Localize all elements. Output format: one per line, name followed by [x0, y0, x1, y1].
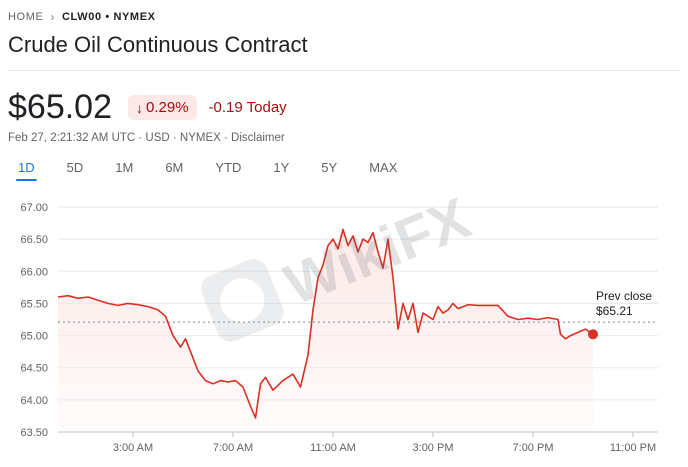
change-today: -0.19 Today: [208, 99, 287, 116]
page-title: Crude Oil Continuous Contract: [8, 32, 308, 57]
y-tick-label: 67.00: [20, 202, 48, 214]
breadcrumb-home[interactable]: HOME: [8, 11, 44, 23]
tab-1m[interactable]: 1M: [115, 160, 134, 175]
y-tick-label: 66.50: [20, 234, 48, 246]
prev-close-label: Prev close: [596, 289, 652, 303]
y-tick-label: 66.00: [20, 266, 48, 278]
tab-5y[interactable]: 5Y: [321, 160, 338, 175]
tab-5d[interactable]: 5D: [66, 160, 84, 175]
y-tick-label: 65.00: [20, 331, 48, 343]
price-line: [57, 228, 594, 419]
y-tick-label: 64.00: [20, 395, 48, 407]
y-tick-label: 63.50: [20, 427, 48, 439]
y-tick-label: 64.50: [20, 363, 48, 375]
chevron-right-icon: ›: [50, 10, 56, 24]
y-tick-label: 65.50: [20, 298, 48, 310]
x-tick-label: 7:00 PM: [513, 442, 554, 454]
x-tick-label: 11:00 PM: [610, 442, 656, 454]
arrow-down-icon: ↓: [136, 99, 143, 116]
price-chart[interactable]: 67.00 66.50 66.00 65.50 65.00 64.50 64.00 63.50…: [0, 188, 688, 467]
price-row: $65.02 ↓ 0.29% -0.19 Today: [8, 88, 287, 127]
quote-meta: Feb 27, 2:21:32 AM UTC · USD · NYMEX · D…: [8, 132, 285, 144]
x-axis-ticks: 3:00 AM 7:00 AM 11:00 AM 3:00 PM 7:00 PM 11:0…: [113, 432, 656, 454]
change-percent: 0.29%: [146, 99, 189, 116]
tab-max[interactable]: MAX: [369, 160, 398, 175]
divider: [8, 70, 680, 71]
x-tick-label: 3:00 PM: [413, 442, 454, 454]
x-tick-label: 11:00 AM: [310, 442, 356, 454]
breadcrumb: HOME › CLW00 • NYMEX: [8, 10, 156, 24]
range-tabs: 1D 5D 1M 6M YTD 1Y 5Y MAX: [0, 158, 411, 181]
tab-1d[interactable]: 1D: [16, 158, 37, 181]
price-area: [58, 229, 593, 432]
change-percent-badge: ↓ 0.29%: [128, 95, 197, 120]
y-axis-ticks: 67.00 66.50 66.00 65.50 65.00 64.50 64.00 63.50: [20, 202, 48, 439]
tab-6m[interactable]: 6M: [165, 160, 184, 175]
tab-1y[interactable]: 1Y: [273, 160, 290, 175]
prev-close-value: $65.21: [596, 304, 633, 318]
x-tick-label: 7:00 AM: [213, 442, 253, 454]
last-price-dot: [588, 329, 598, 340]
x-tick-label: 3:00 AM: [113, 442, 153, 454]
breadcrumb-current: CLW00 • NYMEX: [62, 11, 156, 23]
tab-ytd[interactable]: YTD: [215, 160, 242, 175]
current-price: $65.02: [8, 88, 112, 126]
